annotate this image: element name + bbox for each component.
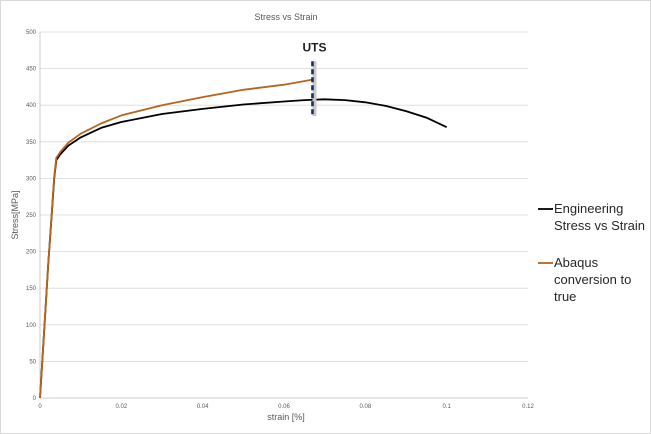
y-tick-label: 100 (26, 323, 37, 329)
x-tick-label: 0.06 (278, 404, 290, 410)
uts-label: UTS (302, 40, 326, 54)
series-lines (39, 78, 448, 399)
x-tick-label: 0.12 (522, 404, 534, 410)
y-axis-title: Stress[MPa] (10, 190, 20, 239)
y-tick-label: 350 (26, 140, 37, 146)
axes (39, 32, 528, 399)
x-tick-label: 0.08 (359, 404, 371, 410)
x-tick-label: 0.02 (115, 404, 127, 410)
x-tick-label: 0.1 (442, 404, 451, 410)
x-tick-label: 0.04 (197, 404, 209, 410)
legend-label-2: Abaqus conversion to true (554, 255, 631, 304)
x-tick-labels: 0 0.02 0.04 0.06 0.08 0.1 0.12 (38, 404, 534, 410)
y-tick-label: 0 (33, 396, 37, 402)
uts-annotation: UTS (302, 40, 326, 117)
y-tick-labels: 0 50 100 150 200 250 300 350 400 450 500 (26, 30, 37, 402)
y-tick-label: 150 (26, 286, 37, 292)
legend-label-1: Engineering Stress vs Strain (554, 201, 645, 233)
series-line-2 (39, 78, 313, 399)
chart-title: Stress vs Strain (254, 12, 317, 22)
x-tick-label: 0 (38, 404, 42, 410)
y-tick-label: 300 (26, 176, 37, 182)
y-tick-label: 250 (26, 213, 37, 219)
gridlines (40, 31, 528, 362)
x-axis-title: strain [%] (267, 412, 305, 422)
y-tick-label: 200 (26, 250, 37, 256)
y-tick-label: 50 (29, 359, 36, 365)
y-tick-label: 450 (26, 67, 37, 73)
y-tick-label: 500 (26, 30, 37, 36)
series-line-1 (39, 98, 448, 399)
legend: Engineering Stress vs Strain Abaqus convers… (538, 201, 645, 304)
y-tick-label: 400 (26, 103, 37, 109)
